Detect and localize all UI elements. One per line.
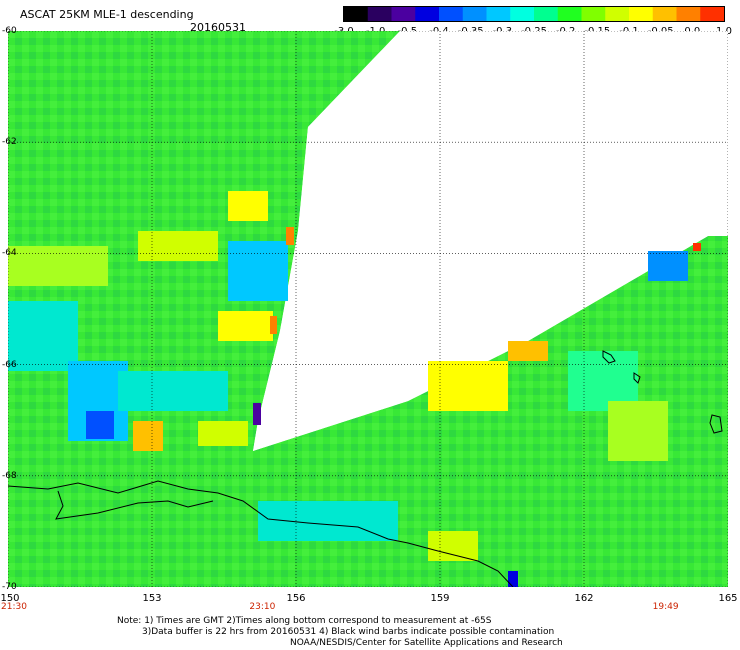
lat-tick-label: -62	[2, 137, 17, 148]
lon-tick-label: 159	[430, 593, 450, 604]
colorbar-swatch	[581, 7, 606, 21]
note-line-2: 3)Data buffer is 22 hrs from 20160531 4)…	[142, 627, 555, 637]
colorbar-swatch	[391, 7, 416, 21]
colorbar-swatch	[557, 7, 582, 21]
lon-tick-label: 165	[718, 593, 738, 604]
colorbar-swatch	[439, 7, 464, 21]
colorbar-swatch	[629, 7, 654, 21]
note-line-1: Note: 1) Times are GMT 2)Times along bot…	[117, 616, 492, 626]
map-area	[8, 31, 728, 587]
lon-tick-label: 153	[142, 593, 162, 604]
colorbar-swatch	[510, 7, 535, 21]
colorbar-swatch	[652, 7, 677, 21]
image-title: ASCAT 25KM MLE-1 descending	[20, 8, 194, 21]
island-2	[633, 372, 641, 384]
colorbar-swatch	[415, 7, 440, 21]
colorbar-swatch	[700, 7, 724, 21]
colorbar	[343, 6, 725, 22]
grid-lines	[8, 31, 728, 587]
time-label: 19:49	[652, 602, 679, 612]
colorbar-swatch	[534, 7, 559, 21]
colorbar-swatch	[676, 7, 701, 21]
note-line-3: NOAA/NESDIS/Center for Satellite Applica…	[290, 638, 563, 648]
colorbar-swatch	[367, 7, 392, 21]
island-1	[602, 350, 616, 364]
coastline	[8, 480, 514, 587]
colorbar-swatch	[605, 7, 630, 21]
lon-tick-label: 150	[0, 593, 20, 604]
colorbar-swatch	[486, 7, 511, 21]
lon-tick-label: 162	[574, 593, 594, 604]
lat-tick-label: -60	[2, 26, 17, 36]
time-label: 23:10	[249, 602, 276, 612]
time-label: 21:30	[1, 602, 27, 612]
lat-tick-label: -68	[2, 470, 17, 481]
lat-tick-label: -66	[2, 359, 17, 370]
island-3	[709, 414, 723, 434]
lat-tick-label: -64	[2, 248, 17, 259]
data-gap	[253, 31, 728, 451]
lon-tick-label: 156	[286, 593, 306, 604]
colorbar-swatch	[462, 7, 487, 21]
data-patches	[8, 191, 701, 587]
colorbar-swatch	[344, 7, 369, 21]
swath-left	[8, 31, 728, 587]
lat-tick-label: -70	[2, 582, 17, 592]
